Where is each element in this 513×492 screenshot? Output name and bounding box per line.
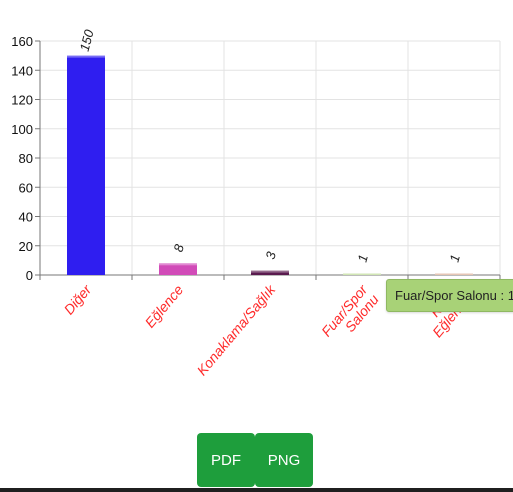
y-tick-label: 0	[26, 268, 33, 283]
y-axis: 0 20 40 60 80 100 120 140 160	[11, 34, 501, 283]
bar-highlight	[435, 273, 473, 275]
bar	[159, 263, 197, 275]
y-tick-label: 60	[19, 180, 33, 195]
x-category-label-line: Diğer	[61, 281, 96, 318]
bar-highlight	[159, 263, 197, 266]
grid-lines	[40, 40, 501, 276]
value-label: 8	[170, 242, 187, 254]
x-category-label: Diğer	[61, 281, 96, 318]
value-label: 1	[446, 253, 462, 264]
y-tick-label: 100	[11, 122, 33, 137]
bar-chart: 0 20 40 60 80 100 120 140 160 150 8 3 1 1 Diğer Eğlen…	[11, 27, 501, 378]
bar	[343, 273, 381, 275]
y-tick-label: 80	[19, 151, 33, 166]
y-tick-label: 20	[19, 239, 33, 254]
bars	[67, 55, 473, 275]
y-tick-label: 160	[11, 34, 33, 49]
x-category-label: Eğlence	[142, 281, 187, 330]
bar	[251, 270, 289, 275]
value-label: 1	[354, 253, 370, 264]
pdf-export-button[interactable]: PDF	[197, 433, 255, 487]
x-category-label: Fuar/SporSalonu	[318, 281, 383, 350]
y-tick-label: 120	[11, 93, 33, 108]
chart-tooltip: Fuar/Spor Salonu : 1	[386, 279, 513, 312]
bar	[67, 55, 105, 275]
value-labels: 150 8 3 1 1	[77, 27, 463, 263]
png-export-button[interactable]: PNG	[255, 433, 313, 487]
value-label: 3	[262, 249, 279, 261]
value-label: 150	[77, 27, 97, 53]
bar-highlight	[67, 55, 105, 58]
x-category-label-line: Konaklama/Sağlık	[194, 281, 279, 378]
x-category-label: Konaklama/Sağlık	[194, 281, 279, 378]
bar-highlight	[343, 273, 381, 275]
y-tick-label: 40	[19, 210, 33, 225]
x-category-label-line: Eğlence	[142, 281, 187, 330]
y-tick-label: 140	[11, 63, 33, 78]
bar	[435, 273, 473, 275]
bar-highlight	[251, 270, 289, 273]
bottom-bar	[0, 488, 513, 492]
